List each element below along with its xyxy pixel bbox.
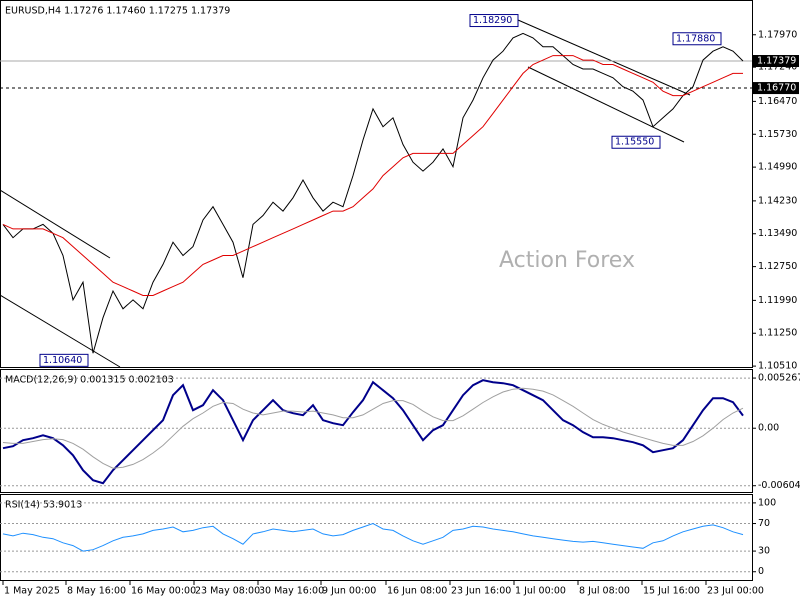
y-tick-label: -0.00604 xyxy=(758,480,800,491)
y-tick-label: 1.17970 xyxy=(758,29,797,40)
y-tick-label: 1.11250 xyxy=(758,328,797,339)
y-tick-label: 1.16470 xyxy=(758,96,797,107)
price-label-box xyxy=(753,55,799,68)
x-tick-label: 23 May 08:00 xyxy=(195,586,260,597)
annotation-box xyxy=(469,14,519,28)
price-label-box xyxy=(753,82,799,95)
series-line xyxy=(2,387,744,469)
annotation-label: 1.15550 xyxy=(615,137,654,148)
macd-pane xyxy=(0,369,753,493)
x-tick-label: 15 Jul 16:00 xyxy=(643,586,700,597)
y-tick-label: 1.15730 xyxy=(758,129,797,140)
chart-title: EURUSD,H4 1.17276 1.17460 1.17275 1.1737… xyxy=(5,6,230,17)
annotation-label: 1.17880 xyxy=(676,33,715,44)
price-label: 1.16770 xyxy=(757,83,796,94)
x-tick-label: 30 May 16:00 xyxy=(259,586,324,597)
rsi-title: RSI(14) 53.9013 xyxy=(5,500,82,511)
y-tick-label: 1.10510 xyxy=(758,361,797,372)
trend-line xyxy=(517,19,691,96)
macd-title: MACD(12,26,9) 0.001315 0.002103 xyxy=(5,375,174,386)
y-tick-label: 100 xyxy=(758,497,776,508)
y-tick-label: 1.17240 xyxy=(758,62,797,73)
annotation-box xyxy=(672,32,722,46)
y-tick-label: 0 xyxy=(758,566,764,577)
x-tick-label: 16 Jun 08:00 xyxy=(387,586,447,597)
annotation-label: 1.10640 xyxy=(43,355,82,366)
y-tick-label: 1.11990 xyxy=(758,295,797,306)
x-tick-label: 8 May 16:00 xyxy=(67,586,126,597)
trend-line xyxy=(527,66,685,143)
y-tick-label: 1.14990 xyxy=(758,162,797,173)
y-tick-label: 30 xyxy=(758,546,770,557)
price-label: 1.17379 xyxy=(757,56,796,67)
price-pane xyxy=(0,0,753,368)
series-line xyxy=(2,379,744,485)
y-tick-label: 1.13490 xyxy=(758,228,797,239)
series-line xyxy=(2,55,743,296)
series-line xyxy=(2,522,744,552)
y-tick-label: 0.005267 xyxy=(758,373,800,384)
y-tick-label: 70 xyxy=(758,518,770,529)
watermark: Action Forex xyxy=(499,248,635,273)
annotation-box xyxy=(611,135,661,149)
y-tick-label: 1.12750 xyxy=(758,261,797,272)
x-tick-label: 23 Jul 00:00 xyxy=(707,586,764,597)
trend-line xyxy=(0,189,111,259)
annotation-box xyxy=(39,353,89,367)
x-tick-label: 9 Jun 00:00 xyxy=(322,586,376,597)
series-line xyxy=(2,32,744,354)
rsi-pane xyxy=(0,494,753,581)
x-tick-label: 23 Jun 16:00 xyxy=(451,586,511,597)
trend-lines xyxy=(0,19,691,368)
x-tick-label: 8 Jul 08:00 xyxy=(579,586,630,597)
y-tick-label: 0.00 xyxy=(758,423,779,434)
y-tick-label: 1.14230 xyxy=(758,195,797,206)
x-tick-label: 1 Jul 00:00 xyxy=(515,586,566,597)
x-tick-label: 1 May 2025 xyxy=(4,586,60,597)
x-tick-label: 16 May 00:00 xyxy=(131,586,196,597)
annotation-label: 1.18290 xyxy=(473,15,512,26)
trend-line xyxy=(0,294,121,368)
